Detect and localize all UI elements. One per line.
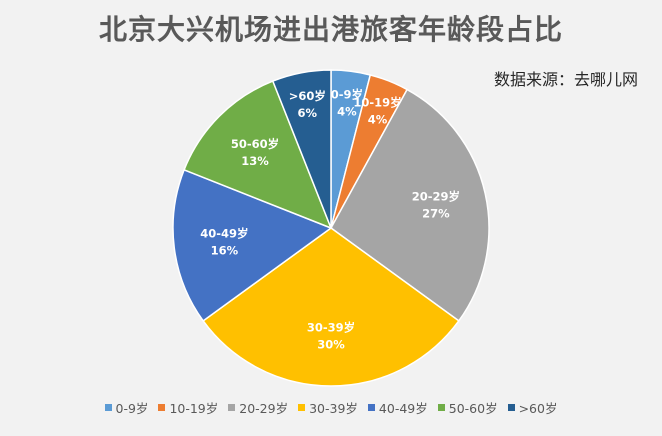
- legend-swatch: [367, 404, 375, 411]
- legend-item: 0-9岁: [104, 398, 149, 417]
- legend-label: 40-49岁: [378, 401, 428, 416]
- legend-swatch: [298, 404, 306, 411]
- legend-item: 40-49岁: [367, 398, 428, 417]
- slice-category-label: 20-29岁: [412, 190, 460, 204]
- legend-item: 30-39岁: [298, 398, 358, 417]
- slice-value-label: 4%: [337, 105, 357, 119]
- slice-value-label: 6%: [298, 106, 318, 120]
- slice-value-label: 13%: [241, 154, 269, 168]
- legend: 0-9岁 10-19岁 20-29岁 30-39岁 40-49岁 50-60岁 >60岁: [0, 398, 662, 417]
- slice-value-label: 27%: [422, 207, 450, 221]
- legend-item: 10-19岁: [158, 398, 218, 417]
- legend-label: >60岁: [518, 401, 558, 416]
- pie-slice-2: [330, 88, 490, 322]
- legend-label: 0-9岁: [115, 401, 149, 416]
- pie-slices: [172, 69, 490, 387]
- legend-swatch: [158, 404, 166, 411]
- slice-value-label: 4%: [368, 112, 388, 126]
- slice-category-label: >60岁: [289, 89, 326, 103]
- legend-label: 30-39岁: [309, 401, 358, 416]
- legend-swatch: [437, 404, 445, 411]
- legend-label: 50-60岁: [448, 401, 498, 416]
- legend-item: 20-29岁: [228, 398, 288, 417]
- pie-slice-3: [202, 227, 460, 387]
- slice-category-label: 0-9岁: [331, 88, 363, 102]
- pie-slice-6: [271, 69, 332, 229]
- slice-category-label: 50-60岁: [231, 137, 279, 151]
- slice-category-label: 10-19岁: [353, 95, 401, 109]
- legend-item: >60岁: [507, 398, 558, 417]
- pie-slice-5: [183, 80, 333, 230]
- slice-value-label: 16%: [211, 243, 239, 257]
- chart-title: 北京大兴机场进出港旅客年龄段占比: [98, 13, 563, 46]
- slice-category-label: 30-39岁: [307, 320, 355, 334]
- legend-label: 20-29岁: [239, 401, 289, 416]
- legend-swatch: [104, 404, 112, 411]
- slice-value-label: 30%: [317, 337, 345, 351]
- legend-swatch: [507, 404, 515, 411]
- legend-label: 10-19岁: [169, 401, 219, 416]
- legend-swatch: [228, 404, 236, 411]
- legend-item: 50-60岁: [437, 398, 498, 417]
- pie-slice-4: [172, 168, 333, 322]
- chart-source: 数据来源：去哪儿网: [493, 70, 638, 89]
- slice-category-label: 40-49岁: [200, 226, 248, 240]
- pie-labels: 0-9岁4%10-19岁4%20-29岁27%30-39岁30%40-49岁16…: [200, 88, 460, 352]
